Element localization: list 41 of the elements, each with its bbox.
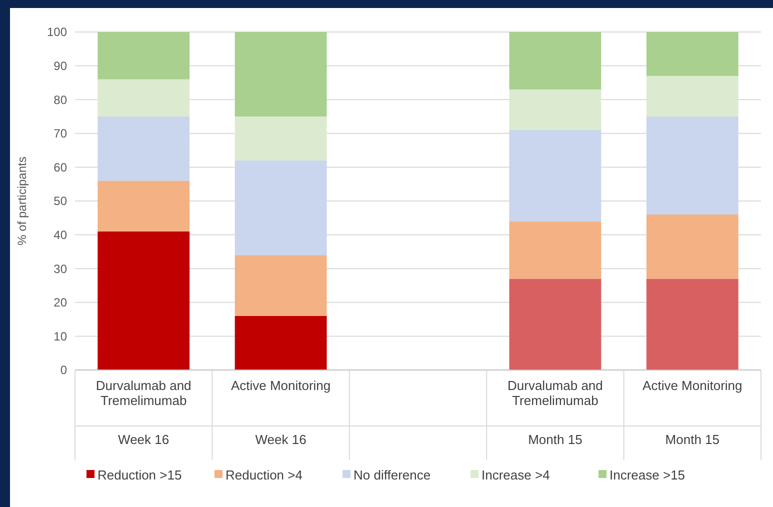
bar — [646, 278, 738, 370]
category-label: Durvalumab and Tremelimumab Month 15 — [508, 378, 603, 447]
category-label: Durvalumab and Tremelimumab Week 16 — [96, 378, 192, 447]
bar — [509, 278, 602, 370]
y-tick-label: 30 — [54, 262, 68, 276]
bar — [646, 32, 738, 76]
y-tick-label: 60 — [54, 160, 68, 174]
bar — [98, 116, 190, 181]
bar — [646, 214, 738, 279]
bar — [646, 116, 738, 215]
bar — [509, 221, 602, 279]
y-tick-label: 10 — [54, 329, 68, 344]
bar — [234, 255, 327, 316]
bar — [234, 316, 327, 370]
bar — [98, 32, 190, 80]
y-tick-label: 0 — [60, 363, 68, 378]
bar — [234, 32, 327, 116]
bar — [98, 231, 190, 370]
bar — [509, 130, 602, 222]
y-axis-title: % of participants — [15, 156, 29, 246]
bar — [646, 76, 738, 116]
legend-label: Reduction >4 — [226, 468, 302, 483]
y-tick-label: 100 — [46, 25, 68, 40]
y-tick-label: 90 — [54, 59, 68, 73]
y-tick-label: 80 — [54, 92, 68, 107]
category-label: Active Monitoring Month 15 — [642, 378, 742, 447]
y-tick-label: 40 — [54, 228, 68, 242]
category-label: Active Monitoring Week 16 — [230, 378, 331, 447]
y-tick-label: 50 — [54, 194, 68, 208]
bar — [509, 89, 602, 130]
legend-label: Increase >4 — [482, 468, 550, 483]
bar — [98, 180, 190, 232]
bar — [234, 160, 327, 256]
bar — [509, 32, 602, 90]
legend-label: Reduction >15 — [98, 468, 182, 483]
legend-label: Increase >15 — [610, 468, 686, 483]
legend-label: No difference — [354, 468, 431, 483]
bar — [234, 116, 327, 160]
y-tick-label: 20 — [54, 296, 68, 310]
bar — [98, 79, 190, 116]
y-tick-label: 70 — [54, 126, 68, 141]
